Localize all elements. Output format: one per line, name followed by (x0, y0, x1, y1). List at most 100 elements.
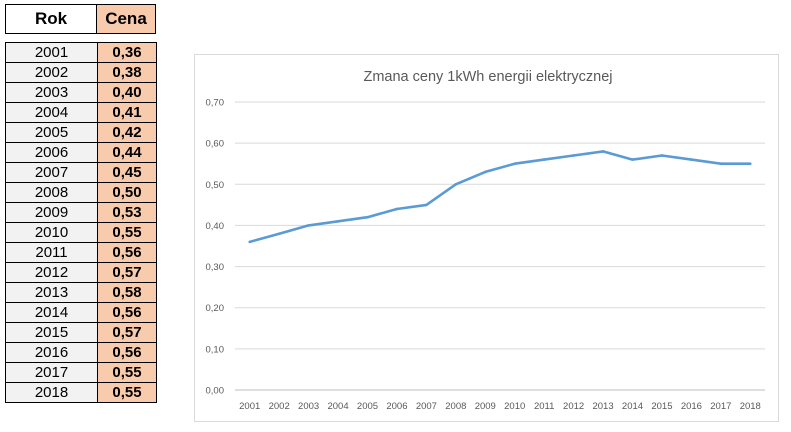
year-cell: 2012 (5, 262, 98, 283)
table-row: 2015 0,57 (5, 322, 157, 343)
line-chart: Zmana ceny 1kWh energii elektrycznej 0,0… (206, 69, 765, 412)
price-cell: 0,56 (97, 302, 157, 323)
header-rok: Rok (5, 4, 97, 34)
data-point (454, 182, 458, 186)
data-point (248, 240, 252, 244)
data-point (336, 220, 340, 223)
data-point (690, 158, 693, 161)
table-row: 2009 0,53 (5, 202, 157, 223)
price-cell: 0,50 (97, 182, 157, 203)
table-row: 2005 0,42 (5, 122, 157, 143)
data-point (572, 154, 575, 157)
chart-area: Zmana ceny 1kWh energii elektrycznej 0,0… (194, 54, 779, 422)
price-cell: 0,41 (97, 102, 157, 123)
price-cell: 0,38 (97, 62, 157, 83)
table-row: 2012 0,57 (5, 262, 157, 283)
year-cell: 2018 (5, 382, 98, 403)
year-cell: 2013 (5, 282, 98, 303)
x-tick-label: 2006 (386, 401, 407, 412)
y-tick-label: 0,20 (206, 303, 225, 314)
x-tick-label: 2008 (445, 401, 466, 412)
x-tick-label: 2016 (681, 401, 702, 412)
table-row: 2006 0,44 (5, 142, 157, 163)
data-point (601, 150, 605, 153)
x-tick-label: 2010 (504, 401, 525, 412)
year-cell: 2015 (5, 322, 98, 343)
year-cell: 2002 (5, 62, 98, 83)
price-cell: 0,57 (97, 322, 157, 343)
table-row: 2003 0,40 (5, 82, 157, 103)
data-point (513, 162, 517, 166)
data-point (660, 154, 664, 157)
x-tick-label: 2009 (475, 401, 496, 412)
data-point (719, 162, 723, 166)
data-point (307, 224, 310, 227)
x-tick-label: 2012 (563, 401, 584, 412)
year-cell: 2003 (5, 82, 98, 103)
x-tick-label: 2017 (710, 401, 731, 412)
table-row: 2007 0,45 (5, 162, 157, 183)
y-tick-label: 0,10 (206, 344, 225, 355)
price-table: 2001 0,36 2002 0,38 2003 0,40 2004 0,41 2005 0,42… (5, 42, 157, 403)
table-row: 2016 0,56 (5, 342, 157, 363)
price-cell: 0,55 (97, 222, 157, 243)
price-cell: 0,55 (97, 362, 157, 383)
x-tick-label: 2001 (239, 401, 260, 412)
year-cell: 2011 (5, 242, 98, 263)
year-cell: 2007 (5, 162, 98, 183)
year-cell: 2001 (5, 42, 98, 63)
y-tick-label: 0,50 (206, 180, 225, 191)
header-cena: Cena (96, 4, 156, 34)
x-tick-label: 2005 (357, 401, 378, 412)
price-cell: 0,55 (97, 382, 157, 403)
x-tick-label: 2007 (416, 401, 437, 412)
year-cell: 2010 (5, 222, 98, 243)
table-row: 2017 0,55 (5, 362, 157, 383)
year-cell: 2006 (5, 142, 98, 163)
table-row: 2001 0,36 (5, 42, 157, 63)
price-cell: 0,45 (97, 162, 157, 183)
year-cell: 2008 (5, 182, 98, 203)
y-tick-label: 0,00 (206, 386, 225, 397)
year-cell: 2016 (5, 342, 98, 363)
data-point (425, 203, 428, 207)
price-cell: 0,40 (97, 82, 157, 103)
data-point (395, 207, 399, 211)
price-cell: 0,58 (97, 282, 157, 303)
x-tick-label: 2011 (534, 401, 554, 412)
year-cell: 2009 (5, 202, 98, 223)
data-point (366, 215, 369, 219)
data-point (631, 158, 634, 161)
table-row: 2013 0,58 (5, 282, 157, 303)
year-cell: 2005 (5, 122, 98, 143)
table-row: 2002 0,38 (5, 62, 157, 83)
x-tick-label: 2014 (622, 401, 643, 412)
price-cell: 0,56 (97, 242, 157, 263)
x-tick-label: 2004 (327, 401, 348, 412)
y-tick-label: 0,60 (206, 139, 225, 150)
data-point (542, 158, 546, 161)
x-tick-label: 2003 (298, 401, 319, 412)
data-point (483, 170, 487, 174)
x-tick-label: 2002 (269, 401, 290, 412)
table-row: 2008 0,50 (5, 182, 157, 203)
table-row: 2004 0,41 (5, 102, 157, 123)
price-cell: 0,53 (97, 202, 157, 223)
table-row: 2014 0,56 (5, 302, 157, 323)
y-tick-label: 0,40 (206, 221, 225, 232)
price-cell: 0,57 (97, 262, 157, 283)
price-cell: 0,42 (97, 122, 157, 143)
price-cell: 0,36 (97, 42, 157, 63)
data-point (748, 162, 752, 166)
x-tick-label: 2015 (651, 401, 672, 412)
year-cell: 2014 (5, 302, 98, 323)
y-tick-label: 0,30 (206, 262, 225, 273)
year-cell: 2017 (5, 362, 98, 383)
price-cell: 0,56 (97, 342, 157, 363)
series-line (249, 150, 751, 244)
table-row: 2011 0,56 (5, 242, 157, 263)
price-cell: 0,44 (97, 142, 157, 163)
table-row: 2010 0,55 (5, 222, 157, 243)
y-tick-label: 0,70 (206, 98, 225, 109)
data-point (277, 232, 281, 235)
